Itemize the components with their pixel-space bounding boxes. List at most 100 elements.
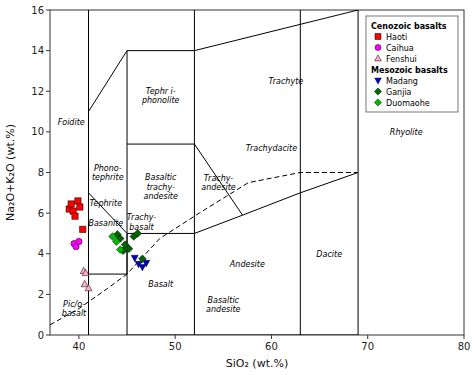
y-tick xyxy=(46,213,50,214)
y-tick-label: 10 xyxy=(31,126,44,137)
x-tick xyxy=(78,335,79,339)
field-label: Foidite xyxy=(58,118,85,127)
point xyxy=(85,284,92,290)
field-label-line: Phono- xyxy=(94,164,122,173)
field-label: Basalt xyxy=(148,280,174,289)
field-boundary xyxy=(243,193,301,215)
y-tick xyxy=(46,294,50,295)
field-label-line: Basanite xyxy=(88,219,123,228)
field-boundary xyxy=(127,233,128,274)
field-label: Dacite xyxy=(316,250,342,259)
field-label: Basanite xyxy=(88,219,123,228)
legend-marker xyxy=(375,45,381,51)
legend-label: Ganjia xyxy=(386,88,412,97)
y-tick-label: 12 xyxy=(31,86,44,97)
field-label-line: trachy- xyxy=(147,183,175,192)
legend-box xyxy=(366,16,458,112)
field-boundary xyxy=(127,51,128,144)
y-tick-label: 14 xyxy=(31,45,44,56)
field-label-line: basalt xyxy=(129,223,154,232)
point xyxy=(80,226,86,232)
y-tick xyxy=(46,253,50,254)
series-3 xyxy=(131,255,150,271)
legend-marker xyxy=(375,55,382,61)
field-boundary xyxy=(300,335,358,336)
field-boundary xyxy=(194,233,195,335)
legend-marker xyxy=(375,78,382,84)
field-label: Tephr i-phonolite xyxy=(141,87,180,105)
point xyxy=(72,213,78,219)
field-label-line: Trachyte xyxy=(269,77,304,86)
field-label: Tephrite xyxy=(90,199,123,208)
legend-label: Caihua xyxy=(386,44,414,53)
field-boundary xyxy=(300,173,358,193)
x-tick-label: 70 xyxy=(361,341,374,352)
y-tick xyxy=(46,10,50,11)
y-tick-label: 16 xyxy=(31,5,44,16)
x-tick xyxy=(175,335,176,339)
field-label: Trachy-andesite xyxy=(201,174,236,192)
field-label-line: Trachydacite xyxy=(246,144,297,153)
legend-label: Madang xyxy=(386,77,418,86)
field-label: Rhyolite xyxy=(390,128,423,137)
field-boundary xyxy=(88,274,89,335)
y-tick-label: 0 xyxy=(38,330,44,341)
plot-area xyxy=(50,10,358,335)
x-tick-label: 50 xyxy=(169,341,182,352)
point xyxy=(76,238,82,244)
field-boundary xyxy=(88,10,89,193)
field-label-line: Pic/o- xyxy=(63,300,85,309)
y-tick xyxy=(46,335,50,336)
x-axis-label: SiO₂ (wt.%) xyxy=(226,357,288,370)
legend-label: Haoti xyxy=(386,33,407,42)
field-label-line: Dacite xyxy=(316,250,342,259)
field-boundary xyxy=(89,51,128,112)
y-tick-label: 8 xyxy=(38,167,44,178)
field-boundary xyxy=(127,335,194,336)
field-label-line: andesite xyxy=(201,183,236,192)
point xyxy=(139,255,147,263)
field-boundary xyxy=(194,10,195,51)
field-boundary xyxy=(300,193,301,335)
field-boundary xyxy=(89,193,128,234)
field-label: Trachy-basalt xyxy=(127,213,156,231)
series-4 xyxy=(114,230,147,263)
x-tick xyxy=(271,335,272,339)
field-boundary xyxy=(194,144,195,233)
field-label-line: Trachy- xyxy=(127,213,156,222)
field-boundary xyxy=(300,10,301,193)
point xyxy=(131,255,138,261)
legend: Cenozoic basalts Haoti Caihua Fenshui Mesozo… xyxy=(366,16,458,112)
legend-label: Fenshui xyxy=(386,55,417,64)
legend-marker xyxy=(374,99,381,106)
field-label-line: Foidite xyxy=(58,118,85,127)
chart: 40506070800246810121416SiO₂ (wt.%)Na₂O+K… xyxy=(0,0,474,375)
field-label-line: andesite xyxy=(206,305,241,314)
field-boundary xyxy=(127,144,194,145)
field-label-line: Trachy- xyxy=(204,174,233,183)
legend-group-title: Mesozoic basalts xyxy=(371,66,448,75)
x-tick xyxy=(367,335,368,339)
y-tick-label: 6 xyxy=(38,208,44,219)
field-label: Trachydacite xyxy=(246,144,297,153)
point xyxy=(81,280,88,286)
field-label-line: basalt xyxy=(62,309,87,318)
field-label: Trachyte xyxy=(269,77,304,86)
legend-label: Duomaohe xyxy=(386,99,430,108)
y-tick-label: 4 xyxy=(38,248,44,259)
field-label-line: Basaltic xyxy=(145,173,177,182)
y-tick xyxy=(46,50,50,51)
y-tick xyxy=(46,91,50,92)
point xyxy=(77,204,83,210)
point xyxy=(139,264,146,270)
field-label-line: Basalt xyxy=(148,280,174,289)
series-1 xyxy=(71,238,82,249)
field-label-line: phonolite xyxy=(141,96,180,105)
x-tick-label: 60 xyxy=(265,341,278,352)
legend-group-title: Cenozoic basalts xyxy=(371,22,447,31)
x-tick-label: 80 xyxy=(458,341,471,352)
y-tick-label: 2 xyxy=(38,289,44,300)
point xyxy=(113,238,121,246)
plot-frame xyxy=(50,10,464,335)
series-2 xyxy=(80,267,92,291)
